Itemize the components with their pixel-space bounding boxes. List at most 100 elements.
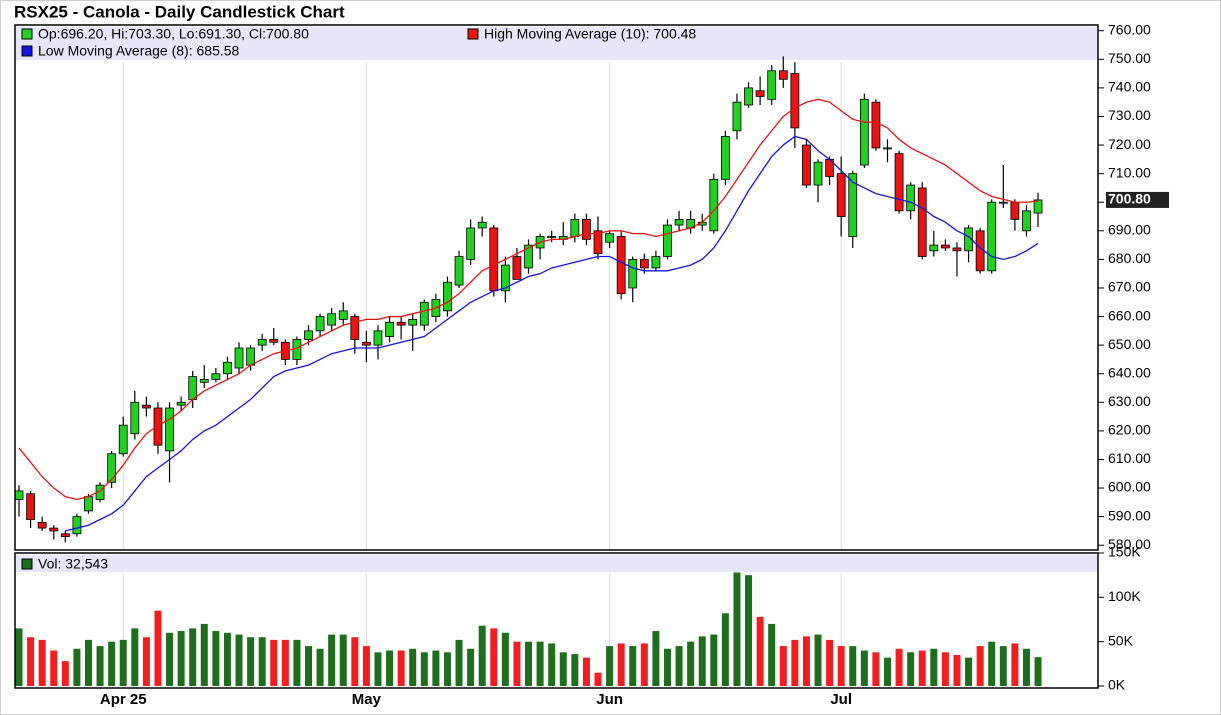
volume-bar <box>779 646 787 686</box>
candle-body <box>373 330 383 346</box>
y-tick-label: 720.00 <box>1108 136 1151 152</box>
legend-swatch <box>21 558 33 570</box>
candle-body <box>107 453 117 483</box>
candle-body <box>419 301 429 326</box>
y-tick-label: 150K <box>1108 544 1141 560</box>
candle-body <box>1010 201 1020 220</box>
y-tick-label: 670.00 <box>1108 279 1151 295</box>
volume-bar <box>386 650 394 686</box>
candle-body <box>987 201 997 272</box>
legend-entry: Low Moving Average (8): 685.58 <box>38 43 240 59</box>
volume-bar <box>594 672 602 686</box>
volume-bar <box>351 637 359 686</box>
volume-bar <box>941 652 949 686</box>
candle-body <box>396 321 406 326</box>
volume-bar <box>455 639 463 686</box>
chart-title: RSX25 - Canola - Daily Candlestick Chart <box>14 2 345 21</box>
volume-bar <box>443 652 451 686</box>
candle-body <box>1022 210 1031 232</box>
candle-body <box>941 244 950 249</box>
candle-body <box>744 87 753 106</box>
volume-bar <box>965 657 973 686</box>
candle-body <box>176 401 186 406</box>
candle-body <box>234 347 244 369</box>
volume-bar <box>525 641 533 686</box>
candle-body <box>49 527 59 532</box>
candle-body <box>130 401 140 435</box>
legend-ohlc: Op:696.20, Hi:703.30, Lo:691.30, Cl:700.… <box>38 26 309 42</box>
candle-body <box>639 258 649 269</box>
volume-bar <box>582 657 590 686</box>
volume-bar <box>918 650 926 686</box>
volume-bar <box>953 654 961 686</box>
candle-body <box>998 201 1008 204</box>
candle-body <box>663 224 672 257</box>
volume-bar <box>1034 657 1042 686</box>
volume-bar <box>328 634 336 686</box>
volume-bar <box>536 641 544 686</box>
candle-body <box>755 90 765 97</box>
volume-bar <box>490 628 498 686</box>
volume-bar <box>223 632 231 686</box>
volume-bar <box>96 646 104 686</box>
candle-body <box>257 339 267 346</box>
volume-bar <box>733 572 741 686</box>
y-tick-label: 660.00 <box>1108 307 1151 323</box>
volume-bar <box>432 650 440 686</box>
volume-bar <box>166 632 174 686</box>
candle-body <box>593 230 603 255</box>
y-tick-label: 690.00 <box>1108 222 1151 238</box>
candle-body <box>338 310 348 320</box>
candle-body <box>199 379 209 383</box>
candle-body <box>524 244 533 269</box>
candle-body <box>964 227 973 252</box>
candle-body <box>512 256 522 280</box>
legend-swatch <box>467 28 479 40</box>
volume-bar <box>247 637 255 686</box>
volume-bar <box>571 654 579 686</box>
candle-body <box>848 173 858 237</box>
candle-body <box>616 236 626 295</box>
volume-bar <box>745 575 753 686</box>
candle-body <box>60 533 70 538</box>
volume-bar <box>154 610 162 686</box>
volume-panel-frame <box>14 552 1099 689</box>
volume-bar <box>177 631 185 686</box>
candle-body <box>292 339 302 360</box>
candle-body <box>37 521 47 529</box>
volume-bar <box>814 634 822 686</box>
candle-body <box>466 227 476 260</box>
volume-bar <box>501 632 509 686</box>
candle-body <box>767 70 777 100</box>
volume-bar <box>467 648 475 686</box>
candle-body <box>605 233 614 243</box>
volume-bar <box>930 648 938 686</box>
candle-body <box>385 321 394 337</box>
volume-bar <box>119 639 127 686</box>
volume-bar <box>768 623 776 686</box>
x-tick-label: Jul <box>830 691 852 708</box>
x-tick-label: Jun <box>596 691 623 708</box>
price-panel-frame <box>14 24 1099 551</box>
legend-swatch <box>21 28 33 40</box>
volume-bar <box>305 646 312 686</box>
y-tick-label: 0K <box>1108 677 1126 693</box>
candle-body <box>26 493 35 520</box>
last-price-box <box>1106 191 1169 208</box>
x-tick-label: May <box>352 691 382 708</box>
candle-body <box>350 316 360 340</box>
volume-legend: Vol: 32,543 <box>38 556 108 572</box>
candle-body <box>500 264 510 292</box>
candle-body <box>211 373 221 380</box>
volume-bar <box>675 646 683 686</box>
candle-body <box>778 70 788 80</box>
volume-bar <box>802 636 810 686</box>
volume-bar <box>362 646 370 686</box>
legend-entry: High Moving Average (10): 700.48 <box>484 26 696 42</box>
volume-bar <box>73 648 81 686</box>
candle-body <box>327 313 337 326</box>
y-tick-label: 740.00 <box>1108 79 1151 95</box>
volume-bar <box>698 636 706 686</box>
candle-body <box>315 316 325 332</box>
candle-body <box>894 153 904 212</box>
